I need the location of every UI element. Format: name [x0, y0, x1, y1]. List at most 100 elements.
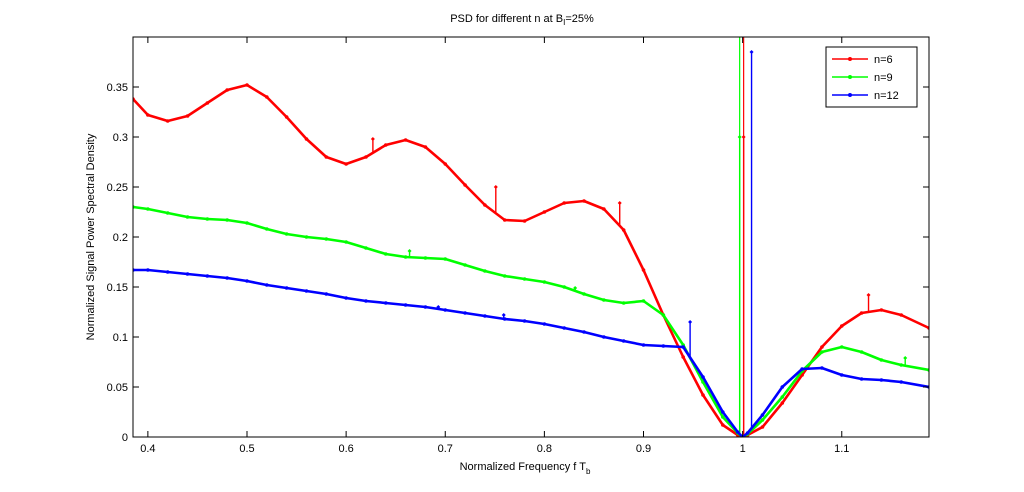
- data-point: [661, 313, 666, 317]
- spike-marker: [866, 293, 871, 297]
- data-point: [602, 298, 606, 302]
- data-point: [780, 395, 785, 399]
- spike-marker: [749, 50, 754, 54]
- data-point: [780, 401, 785, 405]
- data-point: [879, 378, 884, 382]
- x-tick-label: 0.9: [636, 443, 651, 455]
- data-point: [859, 311, 864, 315]
- data-point: [443, 308, 448, 312]
- spike-marker: [741, 135, 746, 139]
- data-point: [324, 237, 329, 241]
- x-tick-label: 1.1: [834, 443, 849, 455]
- spike-marker: [903, 356, 908, 360]
- data-point: [225, 276, 229, 280]
- data-point: [463, 183, 467, 187]
- series-n=9: [133, 135, 929, 437]
- data-point: [423, 256, 428, 260]
- y-tick-label: 0.35: [107, 82, 128, 94]
- data-point: [502, 218, 507, 222]
- data-point: [721, 423, 725, 427]
- data-point: [364, 155, 368, 159]
- data-point: [721, 410, 725, 414]
- data-point: [502, 274, 507, 278]
- data-point: [701, 375, 705, 379]
- data-point: [403, 303, 408, 307]
- data-point: [304, 137, 309, 141]
- data-point: [185, 215, 190, 219]
- data-point: [205, 274, 210, 278]
- data-point: [225, 218, 229, 222]
- data-point: [284, 115, 289, 119]
- data-point: [225, 88, 229, 92]
- legend-label-n=6: n=6: [874, 54, 893, 66]
- data-point: [284, 232, 289, 236]
- data-point: [403, 138, 408, 142]
- data-point: [879, 358, 884, 362]
- data-point: [820, 366, 824, 370]
- chart-marks: [133, 37, 929, 437]
- data-point: [721, 415, 725, 419]
- data-point: [443, 162, 448, 166]
- data-point: [760, 425, 765, 429]
- y-tick-label: 0.15: [107, 282, 128, 294]
- x-tick-label: 0.8: [537, 443, 552, 455]
- data-point: [820, 345, 824, 349]
- y-axis-label: Normalized Signal Power Spectral Density: [85, 133, 97, 340]
- data-point: [641, 268, 646, 272]
- spike-marker: [617, 201, 622, 205]
- legend-marker-n=12: [848, 93, 852, 97]
- data-point: [800, 367, 804, 371]
- data-point: [245, 221, 249, 225]
- plot-area: [133, 37, 929, 437]
- data-point: [602, 335, 606, 339]
- data-point: [324, 155, 329, 159]
- data-point: [839, 345, 844, 349]
- chart-title: PSD for different n at BI=25%: [450, 13, 594, 27]
- spike-marker: [370, 137, 375, 141]
- data-point: [483, 314, 487, 318]
- data-point: [760, 413, 765, 417]
- data-point: [839, 373, 844, 377]
- data-point: [165, 119, 170, 123]
- data-point: [661, 344, 666, 348]
- x-tick-label: 0.7: [438, 443, 453, 455]
- data-point: [423, 305, 428, 309]
- data-point: [522, 277, 527, 281]
- data-point: [483, 203, 487, 207]
- data-point: [899, 313, 904, 317]
- data-point: [403, 255, 408, 259]
- data-point: [542, 322, 547, 326]
- data-point: [443, 257, 448, 261]
- legend-marker-n=6: [848, 57, 852, 61]
- data-point: [383, 301, 388, 305]
- data-point: [383, 143, 388, 147]
- spike-marker: [737, 135, 742, 139]
- spike-marker: [501, 313, 506, 317]
- legend: n=6 n=9 n=12: [825, 46, 918, 108]
- data-point: [602, 207, 606, 211]
- data-point: [745, 431, 750, 435]
- data-point: [701, 393, 705, 397]
- data-point: [364, 299, 368, 303]
- legend-label-n=9: n=9: [874, 72, 893, 84]
- data-point: [542, 280, 547, 284]
- data-point: [245, 83, 249, 87]
- spike-marker: [407, 249, 412, 253]
- data-point: [185, 272, 190, 276]
- data-point: [265, 227, 269, 231]
- data-point: [859, 350, 864, 354]
- data-point: [899, 363, 904, 367]
- data-point: [681, 355, 685, 359]
- data-point: [859, 377, 864, 381]
- x-axis-label: Normalized Frequency f Tb: [460, 461, 591, 476]
- data-point: [344, 162, 348, 166]
- data-point: [265, 95, 269, 99]
- data-point: [542, 210, 547, 214]
- data-point: [304, 235, 309, 239]
- data-point: [879, 308, 884, 312]
- data-point: [582, 292, 586, 296]
- data-point: [245, 279, 249, 283]
- data-point: [383, 252, 388, 256]
- data-point: [760, 418, 765, 422]
